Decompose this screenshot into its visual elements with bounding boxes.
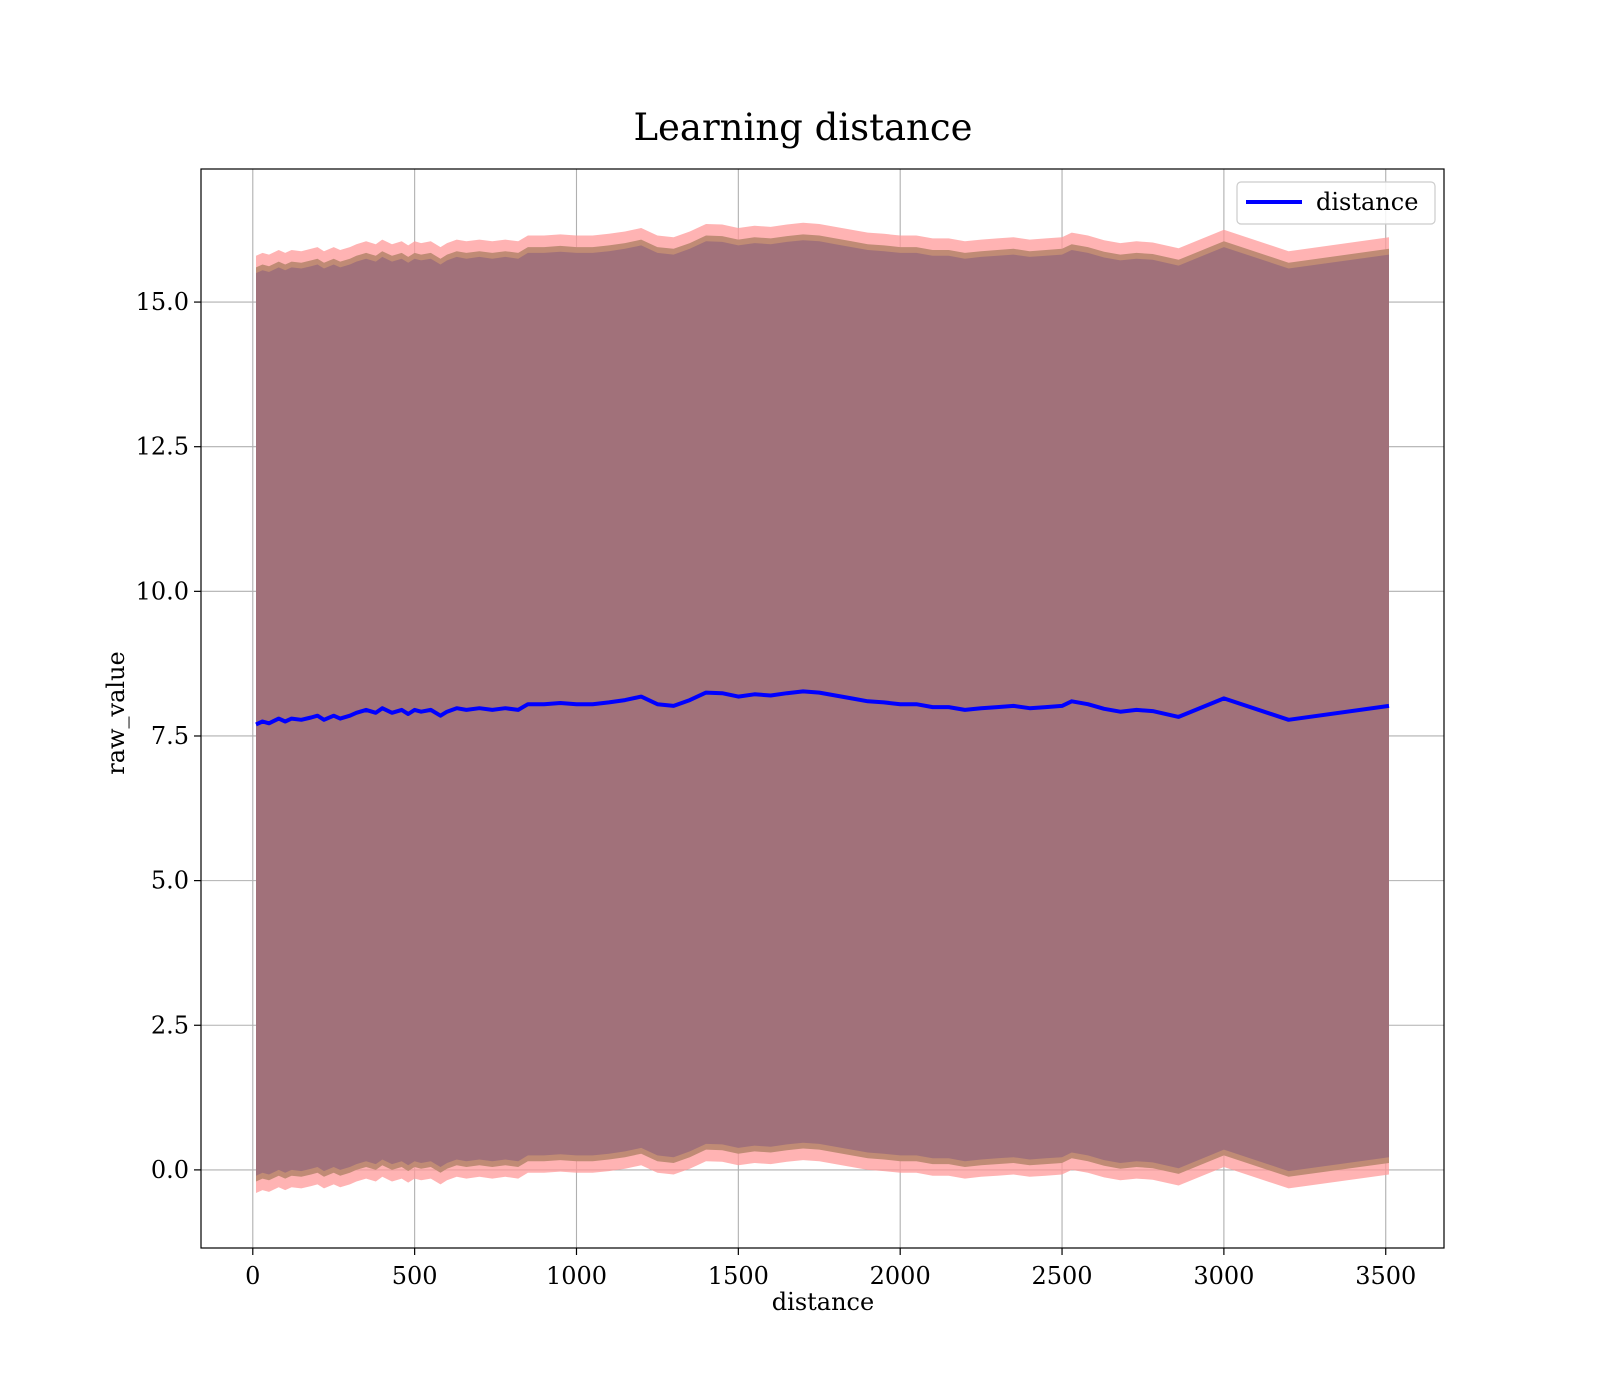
x-axis-label: distance: [772, 1288, 874, 1316]
series-lines: [255, 689, 1390, 727]
y-axis-label: raw_value: [102, 651, 130, 775]
series-line-distance: [255, 689, 1390, 727]
plot-area-frame: [200, 168, 1445, 1249]
x-tick-label: 500: [392, 1262, 438, 1290]
y-tick-label: 15.0: [136, 288, 189, 316]
x-axis-ticks: 0 500 1000 1500 2000 2500 3000 3500: [245, 1248, 1416, 1290]
x-tick-label: 3500: [1355, 1262, 1416, 1290]
y-tick-label: 0.0: [151, 1156, 189, 1184]
x-tick-label: 3000: [1193, 1262, 1254, 1290]
y-tick-label: 2.5: [151, 1011, 189, 1039]
y-axis-ticks: 0.0 2.5 5.0 7.5 10.0 12.5 15.0: [136, 288, 201, 1184]
legend-box: [1236, 181, 1436, 225]
legend-label: distance: [1316, 188, 1418, 216]
x-tick-label: 2500: [1031, 1262, 1092, 1290]
x-tick-label: 1000: [546, 1262, 607, 1290]
chart-title: Learning distance: [633, 106, 972, 149]
x-tick-label: 0: [245, 1262, 260, 1290]
x-tick-label: 1500: [708, 1262, 769, 1290]
legend: distance: [1236, 181, 1436, 225]
y-tick-label: 5.0: [151, 867, 189, 895]
inner-band: [256, 240, 1389, 1176]
y-tick-label: 12.5: [136, 433, 189, 461]
confidence-bands: [256, 222, 1389, 1194]
y-tick-label: 10.0: [136, 577, 189, 605]
y-tick-label: 7.5: [151, 722, 189, 750]
x-tick-label: 2000: [870, 1262, 931, 1290]
